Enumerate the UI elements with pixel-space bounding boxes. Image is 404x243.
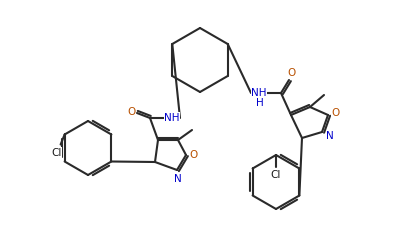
Text: NH: NH <box>164 113 180 123</box>
Text: O: O <box>332 108 340 118</box>
Text: O: O <box>287 68 295 78</box>
Text: Cl: Cl <box>271 170 281 180</box>
Text: H: H <box>256 98 264 108</box>
Text: N: N <box>326 131 334 141</box>
Text: O: O <box>190 150 198 160</box>
Text: N: N <box>174 174 182 184</box>
Text: O: O <box>127 107 135 117</box>
Text: Cl: Cl <box>51 148 62 157</box>
Text: NH: NH <box>251 88 267 98</box>
